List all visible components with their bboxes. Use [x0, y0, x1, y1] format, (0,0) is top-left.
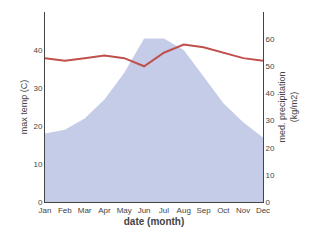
- svg-text:Mar: Mar: [78, 206, 92, 215]
- svg-text:10: 10: [33, 160, 42, 169]
- svg-text:0: 0: [38, 198, 43, 207]
- svg-text:Jul: Jul: [159, 206, 169, 215]
- svg-text:date (month): date (month): [124, 216, 185, 227]
- svg-text:20: 20: [33, 122, 42, 131]
- svg-text:Aug: Aug: [177, 206, 191, 215]
- svg-text:30: 30: [266, 116, 275, 125]
- svg-text:40: 40: [266, 89, 275, 98]
- svg-text:Oct: Oct: [217, 206, 230, 215]
- svg-text:Dec: Dec: [256, 206, 270, 215]
- svg-text:40: 40: [33, 46, 42, 55]
- svg-text:max temp (C): max temp (C): [19, 80, 29, 135]
- svg-text:10: 10: [266, 171, 275, 180]
- svg-text:Jan: Jan: [39, 206, 52, 215]
- svg-text:50: 50: [266, 62, 275, 71]
- svg-text:20: 20: [266, 144, 275, 153]
- svg-text:0: 0: [266, 198, 271, 207]
- svg-text:May: May: [117, 206, 132, 215]
- svg-text:Sep: Sep: [196, 206, 211, 215]
- svg-text:Feb: Feb: [58, 206, 72, 215]
- svg-text:60: 60: [266, 35, 275, 44]
- svg-text:Jun: Jun: [138, 206, 151, 215]
- svg-text:30: 30: [33, 84, 42, 93]
- svg-text:med. precipitation(kg/m2): med. precipitation(kg/m2): [277, 71, 299, 142]
- svg-text:Apr: Apr: [98, 206, 111, 215]
- svg-text:Nov: Nov: [236, 206, 250, 215]
